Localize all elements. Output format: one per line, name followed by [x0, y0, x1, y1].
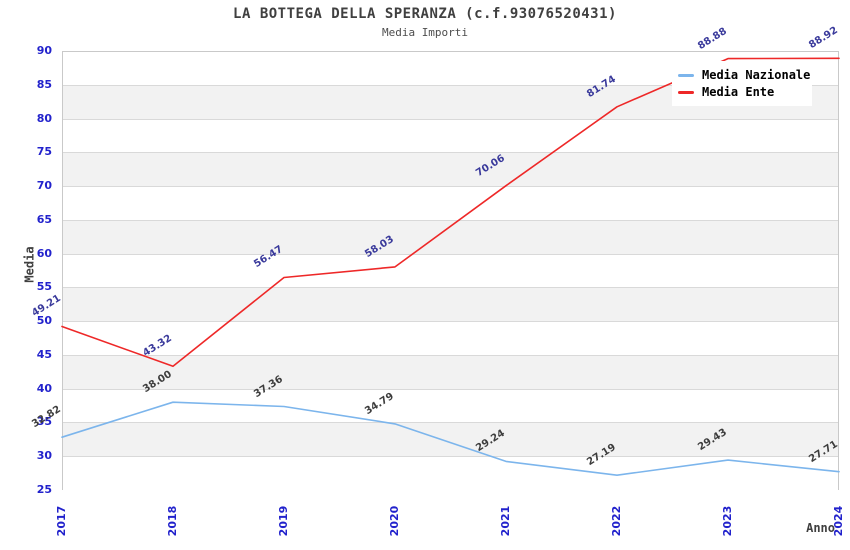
- series-line-media-nazionale: [61, 401, 840, 477]
- grid-line: [63, 354, 838, 356]
- y-tick-label: 75: [36, 145, 52, 159]
- legend-label: Media Nazionale: [702, 68, 811, 82]
- plot-band: [63, 389, 838, 424]
- x-tick-label: 2020: [388, 505, 401, 537]
- plot-band: [63, 423, 838, 458]
- legend-item-media-nazionale[interactable]: Media Nazionale: [676, 67, 812, 83]
- grid-line: [63, 186, 838, 188]
- plot-band: [63, 187, 838, 221]
- plot-band: [63, 355, 838, 390]
- x-tick-label: 2017: [55, 505, 68, 537]
- plot-band: [63, 153, 838, 188]
- grid-line: [63, 219, 838, 221]
- y-tick-label: 60: [36, 246, 52, 260]
- legend-swatch-icon: [678, 73, 694, 77]
- grid-line: [63, 321, 838, 323]
- x-tick-label: 2018: [166, 505, 179, 537]
- y-tick-label: 50: [36, 314, 52, 328]
- y-tick-label: 30: [36, 449, 52, 463]
- grid-line: [63, 152, 838, 154]
- x-tick-label: 2022: [610, 505, 623, 537]
- legend: Media Nazionale Media Ente: [672, 61, 812, 106]
- grid-line: [63, 84, 838, 86]
- y-tick-label: 80: [36, 111, 52, 125]
- grid-line: [63, 422, 838, 424]
- plot-band: [63, 119, 838, 154]
- legend-label: Media Ente: [702, 85, 775, 99]
- plot-band: [63, 288, 838, 323]
- y-tick-label: 45: [36, 347, 52, 361]
- y-tick-label: 35: [36, 415, 52, 429]
- x-tick-label: 2019: [277, 505, 290, 537]
- grid-line: [63, 253, 838, 255]
- chart-title: LA BOTTEGA DELLA SPERANZA (c.f.930765204…: [233, 6, 617, 22]
- grid-line: [63, 388, 838, 390]
- y-tick-label: 40: [36, 381, 52, 395]
- y-tick-label: 70: [36, 179, 52, 193]
- grid-line: [63, 456, 838, 458]
- y-tick-label: 90: [36, 44, 52, 57]
- y-tick-label: 25: [36, 483, 52, 496]
- x-tick-label: 2021: [499, 505, 512, 537]
- plot-band: [63, 254, 838, 289]
- grid-line: [63, 118, 838, 120]
- y-tick-label: 65: [36, 212, 52, 226]
- line-chart-svg: [61, 57, 840, 477]
- chart-subtitle: Media Importi: [381, 26, 469, 39]
- y-tick-label: 55: [36, 280, 52, 294]
- y-tick-label: 85: [36, 77, 52, 91]
- x-axis-title: Anno: [806, 521, 835, 535]
- legend-swatch-icon: [678, 90, 694, 94]
- grid-line: [63, 287, 838, 289]
- x-tick-label: 2023: [721, 505, 734, 537]
- legend-item-media-ente[interactable]: Media Ente: [676, 84, 812, 100]
